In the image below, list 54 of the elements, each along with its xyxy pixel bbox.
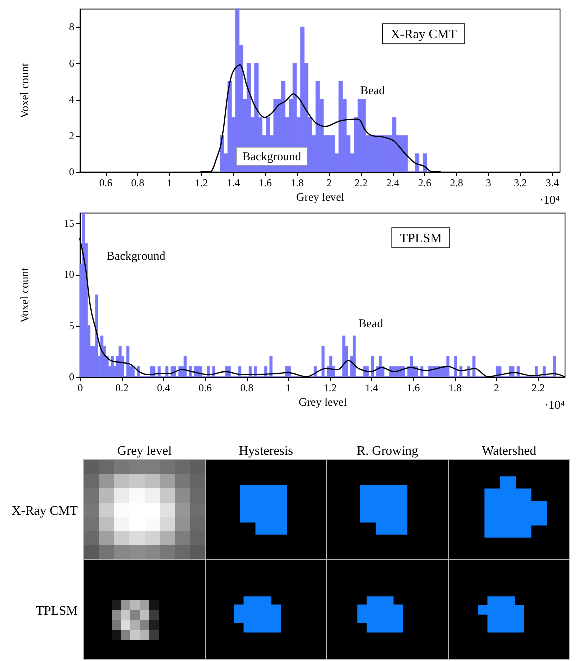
x-tick-label: 1.6 [258, 178, 272, 190]
x-tick-label: 2 [326, 178, 332, 190]
category-label: Watershed [482, 442, 538, 458]
x-tick-label: 0.6 [198, 384, 212, 394]
x-tick-label: 2.2 [532, 384, 545, 394]
y-axis-title: Voxel count [20, 62, 32, 119]
x-axis-title: Grey level [296, 192, 345, 204]
x-tick-label: 2 [494, 384, 500, 394]
annotation: Bead [358, 316, 384, 331]
annotation: Bead [360, 84, 386, 98]
x-tick-label: 1.2 [324, 384, 337, 394]
x-tick-label: 1.2 [195, 178, 208, 190]
y-tick-label: 0 [69, 372, 74, 384]
annotation: Background [106, 248, 166, 263]
x-tick-label: 3.2 [514, 178, 528, 190]
y-tick-label: 8 [69, 22, 74, 34]
x-tick-label: 0.8 [131, 178, 144, 190]
x-tick-label: 3.4 [546, 178, 560, 190]
x-tick-label: 1.8 [290, 178, 304, 190]
x-tick-label: 2.2 [354, 178, 368, 190]
category-label: Grey level [117, 442, 172, 458]
text: ·10⁴ [544, 398, 565, 412]
x-tick-label: 1 [167, 178, 172, 190]
x-tick-label: 1.8 [448, 384, 462, 394]
y-tick-label: 5 [69, 321, 74, 332]
category-label: Hysteresis [239, 442, 294, 458]
x-tick-label: 0.2 [116, 384, 129, 394]
y-tick-label: 4 [69, 95, 76, 106]
category-label: R. Growing [357, 442, 419, 458]
y-tick-label: 10 [64, 270, 74, 281]
x-tick-label: 0 [78, 384, 84, 394]
y-tick-label: 6 [69, 58, 74, 70]
x-tick-label: 1 [286, 384, 292, 394]
x-tick-label: 1.4 [227, 178, 241, 190]
text: ·10⁴ [540, 193, 560, 207]
category-label: TPLSM [36, 602, 78, 618]
y-axis-title: Voxel count [20, 267, 32, 324]
y-tick-label: 0 [69, 168, 74, 178]
x-tick-label: 0.4 [157, 384, 172, 394]
x-tick-label: 0.8 [240, 384, 254, 394]
x-tick-label: 2.8 [450, 178, 464, 190]
annotation: TPLSM [400, 230, 442, 246]
y-tick-label: 15 [64, 218, 74, 230]
x-tick-label: 2.6 [418, 178, 432, 190]
annotation: Background [242, 150, 302, 164]
x-axis-title: Grey level [298, 397, 348, 409]
x-tick-label: 2.4 [386, 178, 400, 190]
x-tick-label: 1.4 [365, 384, 380, 394]
x-tick-label: 3 [486, 178, 492, 190]
y-tick-label: 2 [69, 131, 74, 142]
category-label: X-Ray CMT [12, 502, 78, 518]
x-tick-label: 0.6 [99, 178, 113, 190]
annotation: X-Ray CMT [390, 26, 458, 42]
x-tick-label: 1.6 [406, 384, 420, 394]
